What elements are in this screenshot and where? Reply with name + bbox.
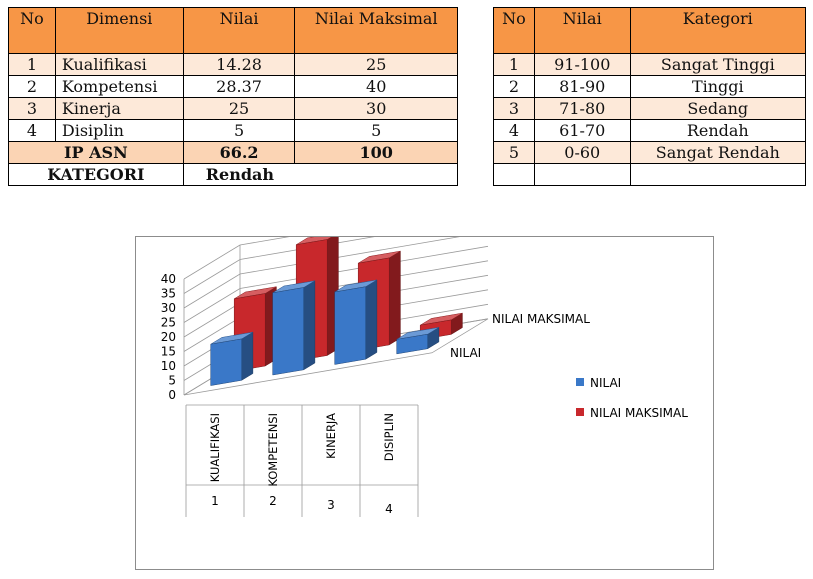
- cell-no: 2: [493, 75, 535, 98]
- cell-dimensi: Kompetensi: [54, 75, 184, 98]
- y-tick-label: 30: [161, 301, 176, 315]
- col-header-nilai: Nilai: [533, 7, 631, 54]
- category-label: KUALIFIKASI: [208, 413, 222, 482]
- cell-no: 4: [8, 119, 56, 142]
- cell-nilai: 28.37: [182, 75, 296, 98]
- col-header-dimensi: Dimensi: [54, 7, 184, 54]
- bar-nilai: [272, 287, 304, 376]
- category-number: 3: [327, 498, 335, 512]
- total-nilai: 66.2: [182, 141, 296, 164]
- cell-no: 2: [8, 75, 56, 98]
- total-maks: 100: [294, 141, 458, 164]
- y-tick-label: 35: [161, 287, 176, 301]
- category-number: 2: [269, 494, 277, 508]
- cell-no: 3: [8, 97, 56, 120]
- y-tick-label: 40: [161, 272, 176, 286]
- cell-no: 5: [493, 141, 535, 164]
- total-row: IP ASN 66.2 100: [8, 141, 458, 164]
- bar-nilai: [396, 333, 428, 355]
- cell-range: 61-70: [533, 119, 631, 142]
- category-label: KOMPETENSI: [266, 413, 280, 487]
- bar-side: [388, 250, 401, 346]
- kategori-row: KATEGORI Rendah: [8, 163, 459, 186]
- cell-no: 4: [493, 119, 535, 142]
- y-tick-label: 25: [161, 316, 176, 330]
- cell-kategori: Sedang: [629, 97, 807, 120]
- legend-swatch-nilai: [576, 378, 584, 386]
- table-row: 2 81-90 Tinggi: [493, 75, 807, 98]
- cell-range: 91-100: [533, 53, 631, 76]
- bar-side: [241, 331, 254, 381]
- legend-swatch-nilai-maksimal: [576, 408, 584, 416]
- empty-row: [493, 163, 807, 186]
- category-label: DISIPLIN: [382, 413, 396, 461]
- table-row: 3 71-80 Sedang: [493, 97, 807, 120]
- table-row: 4 61-70 Rendah: [493, 119, 807, 142]
- legend-label-nilai: NILAI: [590, 376, 621, 390]
- depth-label-nilai: NILAI: [450, 346, 481, 360]
- legend-label-nilai-maksimal: NILAI MAKSIMAL: [590, 406, 688, 420]
- cell-range: 81-90: [533, 75, 631, 98]
- cell-no: 1: [493, 53, 535, 76]
- table-row: 4 Disiplin 5 5: [8, 119, 458, 142]
- depth-label-nilai-maksimal: NILAI MAKSIMAL: [492, 312, 590, 326]
- cell-kategori: Tinggi: [629, 75, 807, 98]
- cell-maks: 40: [294, 75, 458, 98]
- cell-maks: 30: [294, 97, 458, 120]
- col-header-nilai-maksimal: Nilai Maksimal: [294, 7, 458, 54]
- category-number: 4: [385, 502, 393, 516]
- table-row: 1 Kualifikasi 14.28 25: [8, 53, 458, 76]
- cell-nilai: 14.28: [182, 53, 296, 76]
- table-row: 1 91-100 Sangat Tinggi: [493, 53, 807, 76]
- cell-nilai: 25: [182, 97, 296, 120]
- bar-side: [365, 279, 378, 360]
- table-row: 5 0-60 Sangat Rendah: [493, 141, 807, 164]
- total-label: IP ASN: [8, 141, 184, 164]
- y-tick-label: 0: [168, 388, 176, 402]
- y-tick-label: 10: [161, 359, 176, 373]
- ip-asn-table: No Dimensi Nilai Nilai Maksimal 1 Kualif…: [8, 7, 459, 186]
- cell-maks: 25: [294, 53, 458, 76]
- kategori-value: Rendah: [182, 163, 459, 186]
- bar-nilai: [210, 338, 242, 386]
- cell-nilai: 5: [182, 119, 296, 142]
- cell-no: 1: [8, 53, 56, 76]
- kategori-label: KATEGORI: [8, 163, 184, 186]
- cell-dimensi: Kualifikasi: [54, 53, 184, 76]
- col-header-no: No: [8, 7, 56, 54]
- y-tick-label: 20: [161, 330, 176, 344]
- cell-dimensi: Disiplin: [54, 119, 184, 142]
- table-row: 2 Kompetensi 28.37 40: [8, 75, 458, 98]
- col-header-kategori: Kategori: [629, 7, 807, 54]
- col-header-no: No: [493, 7, 535, 54]
- bar-side: [303, 280, 316, 371]
- cell-range: 71-80: [533, 97, 631, 120]
- y-tick-label: 5: [168, 374, 176, 388]
- col-header-nilai: Nilai: [182, 7, 296, 54]
- y-tick-label: 15: [161, 345, 176, 359]
- cell-kategori: Sangat Tinggi: [629, 53, 807, 76]
- category-number: 1: [211, 494, 219, 508]
- category-label: KINERJA: [324, 413, 338, 459]
- cell-range: 0-60: [533, 141, 631, 164]
- bar-nilai: [334, 286, 366, 365]
- cell-maks: 5: [294, 119, 458, 142]
- table-row: 3 Kinerja 25 30: [8, 97, 458, 120]
- cell-kategori: Sangat Rendah: [629, 141, 807, 164]
- cell-no: 3: [493, 97, 535, 120]
- cell-dimensi: Kinerja: [54, 97, 184, 120]
- bar-chart-3d: 0 5 10 15 20 25 30 35 40 NILAI MAKSIMAL NILAI KUALI…: [135, 236, 714, 570]
- kategori-table: No Nilai Kategori 1 91-100 Sangat Tinggi…: [493, 7, 807, 186]
- cell-kategori: Rendah: [629, 119, 807, 142]
